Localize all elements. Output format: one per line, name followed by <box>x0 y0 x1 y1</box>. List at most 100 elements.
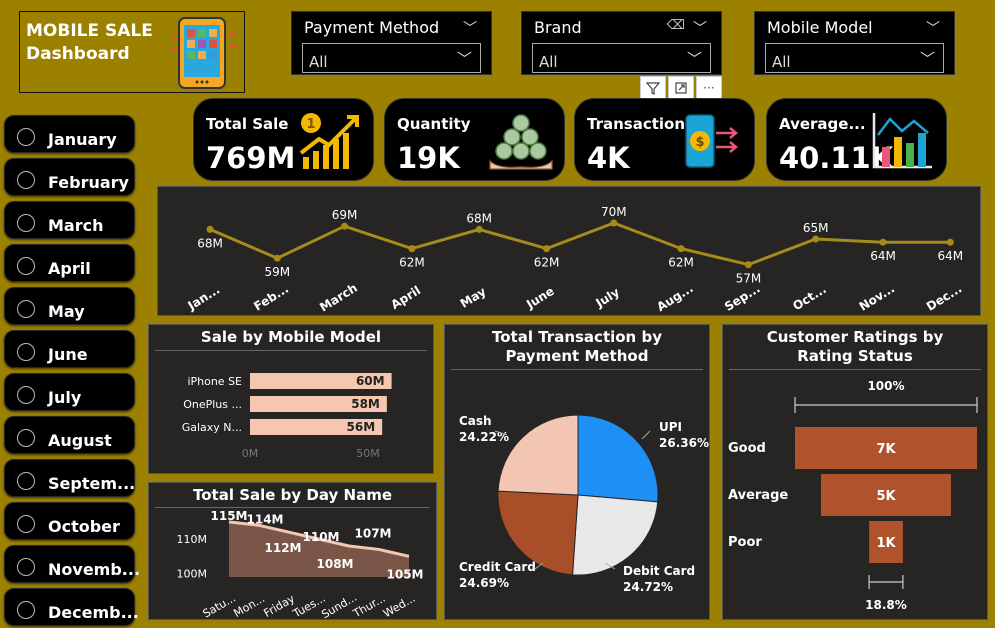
data-point <box>475 225 483 233</box>
month-option[interactable]: October <box>4 502 135 540</box>
eraser-icon[interactable]: ⌫ <box>666 18 685 33</box>
y-tick-label: 110M <box>177 533 208 546</box>
month-option[interactable]: March <box>4 201 135 239</box>
payment-method-dropdown[interactable]: All ﹀ <box>302 43 481 73</box>
svg-text:$: $ <box>695 135 704 150</box>
data-label: 62M <box>668 256 694 270</box>
x-tick-label: March <box>317 281 360 315</box>
radio-button-icon[interactable] <box>17 257 35 275</box>
radio-button-icon[interactable] <box>17 171 35 189</box>
radio-button-icon[interactable] <box>17 601 35 619</box>
month-option[interactable]: Decemb... <box>4 588 139 626</box>
series-line <box>228 520 410 558</box>
leader-line <box>494 430 508 436</box>
chevron-down-icon[interactable]: ﹀ <box>456 50 472 68</box>
chevron-down-icon[interactable]: ﹀ <box>926 21 940 37</box>
dashboard-title: MOBILE SALE Dashboard <box>26 20 153 66</box>
data-label: 107M <box>355 526 392 540</box>
month-option[interactable]: May <box>4 287 135 325</box>
title-line-2: Dashboard <box>26 44 130 64</box>
data-label: 1K <box>876 536 896 551</box>
slice-name-label: Debit Card <box>623 564 695 578</box>
data-point <box>341 222 349 230</box>
data-label: 68M <box>197 236 223 250</box>
radio-button-icon[interactable] <box>17 429 35 447</box>
kpi-transaction: Transaction 4K $ <box>574 98 755 181</box>
payment-method-slicer[interactable]: Payment Method ﹀ All ﹀ <box>291 11 492 75</box>
category-label: Average <box>728 488 788 503</box>
slice-value-label: 24.22% <box>459 430 509 444</box>
data-label: 62M <box>399 256 425 270</box>
kpi-label: Average... <box>779 115 866 133</box>
bar <box>250 419 383 435</box>
month-option[interactable]: June <box>4 330 135 368</box>
panel-title: Total Transaction by Payment Method <box>492 328 662 365</box>
month-option[interactable]: February <box>4 158 135 196</box>
divider <box>155 350 427 351</box>
brand-dropdown[interactable]: All ﹀ <box>532 43 711 73</box>
radio-button-icon[interactable] <box>17 128 35 146</box>
mobile-model-dropdown[interactable]: All ﹀ <box>765 43 944 73</box>
x-tick-label: Aug... <box>654 281 695 314</box>
radio-button-icon[interactable] <box>17 300 35 318</box>
radio-button-icon[interactable] <box>17 214 35 232</box>
radio-button-icon[interactable] <box>17 472 35 490</box>
data-label: 58M <box>351 397 380 411</box>
slice-name-label: Credit Card <box>459 560 536 574</box>
mobile-phone-icon <box>172 17 237 89</box>
funnel-bar <box>869 521 903 563</box>
month-option[interactable]: Novemb... <box>4 545 140 583</box>
chevron-down-icon[interactable]: ﹀ <box>686 50 702 68</box>
pie-slice <box>572 494 659 576</box>
focus-mode-icon[interactable] <box>668 76 694 100</box>
month-label: August <box>48 431 112 450</box>
area-fill <box>229 521 409 577</box>
data-label: 56M <box>347 420 376 434</box>
radio-button-icon[interactable] <box>17 558 35 576</box>
radio-button-icon[interactable] <box>17 343 35 361</box>
data-label: 62M <box>534 256 560 270</box>
data-point <box>744 261 752 269</box>
month-label: January <box>48 130 117 149</box>
y-tick-label: iPhone SE <box>187 375 242 388</box>
month-option[interactable]: January <box>4 115 135 153</box>
data-label: 60M <box>356 374 385 388</box>
month-option[interactable]: Septem... <box>4 459 135 497</box>
mobile-model-slicer[interactable]: Mobile Model ﹀ All ﹀ <box>754 11 955 75</box>
brand-slicer[interactable]: Brand ⌫ ﹀ All ﹀ <box>521 11 722 75</box>
customer-ratings-panel: Customer Ratings by Rating Status 100% Go… <box>722 324 988 620</box>
slicer-label: Payment Method <box>304 18 440 37</box>
month-label: May <box>48 302 85 321</box>
data-label: 64M <box>870 249 896 263</box>
slice-value-label: 26.36% <box>659 436 709 450</box>
data-label: 110M <box>303 530 340 544</box>
filter-icon[interactable] <box>640 76 666 100</box>
month-option[interactable]: April <box>4 244 135 282</box>
slicer-value: All <box>772 53 791 71</box>
kpi-label: Total Sale <box>206 115 289 133</box>
sale-by-model-panel: Sale by Mobile Model iPhone SE 60M OnePlus… <box>148 324 434 474</box>
month-option[interactable]: July <box>4 373 135 411</box>
radio-button-icon[interactable] <box>17 515 35 533</box>
panel-title: Sale by Mobile Model <box>200 328 382 346</box>
x-tick-label: Friday <box>262 592 298 619</box>
bar <box>250 396 387 412</box>
bar-chart-icon <box>872 113 932 169</box>
visual-header-toolbar: ··· <box>640 76 722 100</box>
model-bar-chart: iPhone SE 60M OnePlus ... 58M Galaxy N... 56M… <box>182 373 392 460</box>
slice-name-label: UPI <box>659 420 682 434</box>
month-option[interactable]: August <box>4 416 135 454</box>
data-label: 65M <box>803 221 829 235</box>
slice-value-label: 24.72% <box>623 580 673 594</box>
radio-button-icon[interactable] <box>17 386 35 404</box>
data-label: 7K <box>876 442 896 457</box>
sale-by-day-panel: Total Sale by Day Name 110M 100M 115M Satu.… <box>148 482 437 620</box>
data-point <box>610 219 618 227</box>
chevron-down-icon[interactable]: ﹀ <box>919 50 935 68</box>
divider <box>155 507 430 508</box>
chevron-down-icon[interactable]: ﹀ <box>463 21 477 37</box>
chevron-down-icon[interactable]: ﹀ <box>693 21 707 37</box>
month-label: Decemb... <box>48 603 139 622</box>
month-label: April <box>48 259 91 278</box>
more-options-icon[interactable]: ··· <box>696 76 722 100</box>
